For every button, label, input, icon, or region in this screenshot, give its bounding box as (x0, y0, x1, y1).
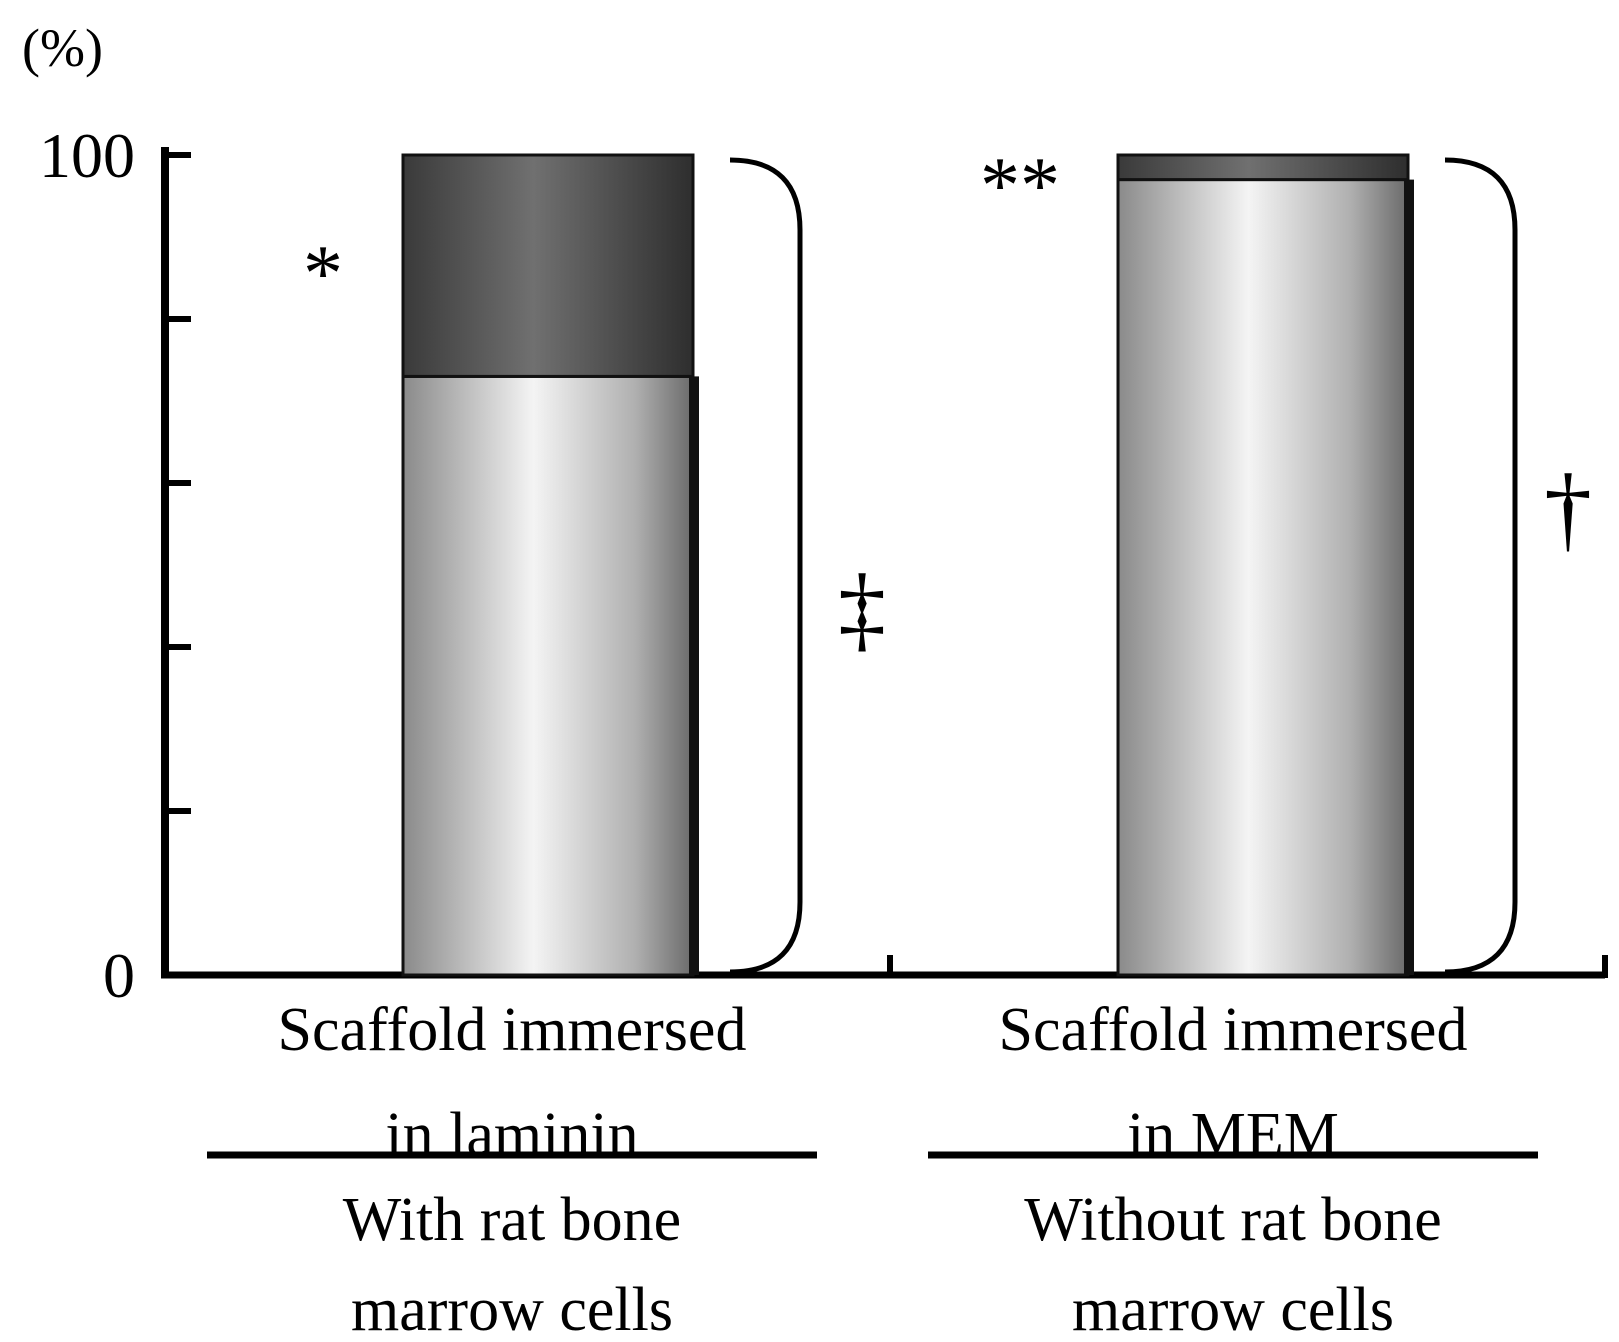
annotation-double-dagger: ‡ (838, 554, 886, 661)
annotation-asterisk-single: * (303, 230, 343, 318)
category-label-2-line-2: in MEM (1127, 1101, 1339, 1169)
group-label-1-line-1: With rat bone (343, 1186, 681, 1254)
bar-2-segment-2 (1116, 153, 1410, 182)
y-axis-label: (%) (22, 18, 103, 78)
category-label-1-line-2: in laminin (385, 1101, 638, 1169)
category-labels: Scaffold immersed in laminin Scaffold imme… (207, 996, 1538, 1342)
annotation-asterisk-double: ** (980, 142, 1060, 230)
bracket-1 (729, 157, 803, 975)
significance-brackets (729, 157, 1518, 975)
category-label-1-line-1: Scaffold immersed (278, 996, 747, 1064)
group-label-1-line-2: marrow cells (351, 1276, 673, 1342)
bar-1-segment-2 (401, 153, 695, 378)
group-label-2-line-1: Without rat bone (1024, 1186, 1442, 1254)
bar-2-shadow (1404, 179, 1414, 976)
category-label-2-line-1: Scaffold immersed (999, 996, 1468, 1064)
bar-2-segment-1 (1116, 178, 1410, 977)
bars (401, 153, 1414, 977)
bracket-2 (1444, 157, 1518, 975)
annotation-dagger: † (1544, 454, 1592, 561)
bar-1-shadow (689, 376, 699, 975)
y-tick-label-0: 0 (103, 940, 135, 1011)
y-ticks: 0 100 (39, 120, 191, 1011)
y-tick-label-100: 100 (39, 120, 135, 191)
bar-1-segment-1 (401, 374, 695, 977)
annotations: ***‡† (303, 142, 1592, 661)
group-label-2-line-2: marrow cells (1072, 1276, 1394, 1342)
